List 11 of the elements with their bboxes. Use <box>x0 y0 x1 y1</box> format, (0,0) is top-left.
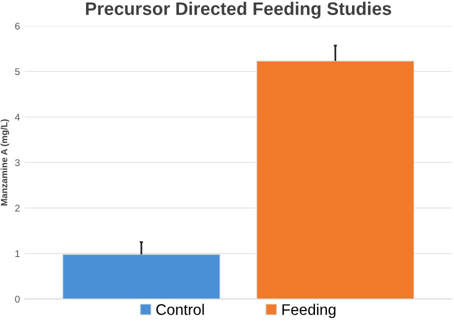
legend-label: Feeding <box>282 304 336 318</box>
y-axis-title: Manzamine A (mg/L) <box>0 119 10 206</box>
y-tick-label: 0 <box>15 296 20 303</box>
y-tick-label: 4 <box>14 114 20 121</box>
y-tick-label: 2 <box>15 204 20 212</box>
y-tick-label: 1 <box>15 250 20 258</box>
y-tick-label: 3 <box>15 159 20 166</box>
y-tick-label: 5 <box>15 68 20 76</box>
legend-label: Control <box>156 304 204 315</box>
y-tick-label: 6 <box>15 22 20 30</box>
chart-title: Precursor Directed Feeding Studies <box>86 2 392 19</box>
